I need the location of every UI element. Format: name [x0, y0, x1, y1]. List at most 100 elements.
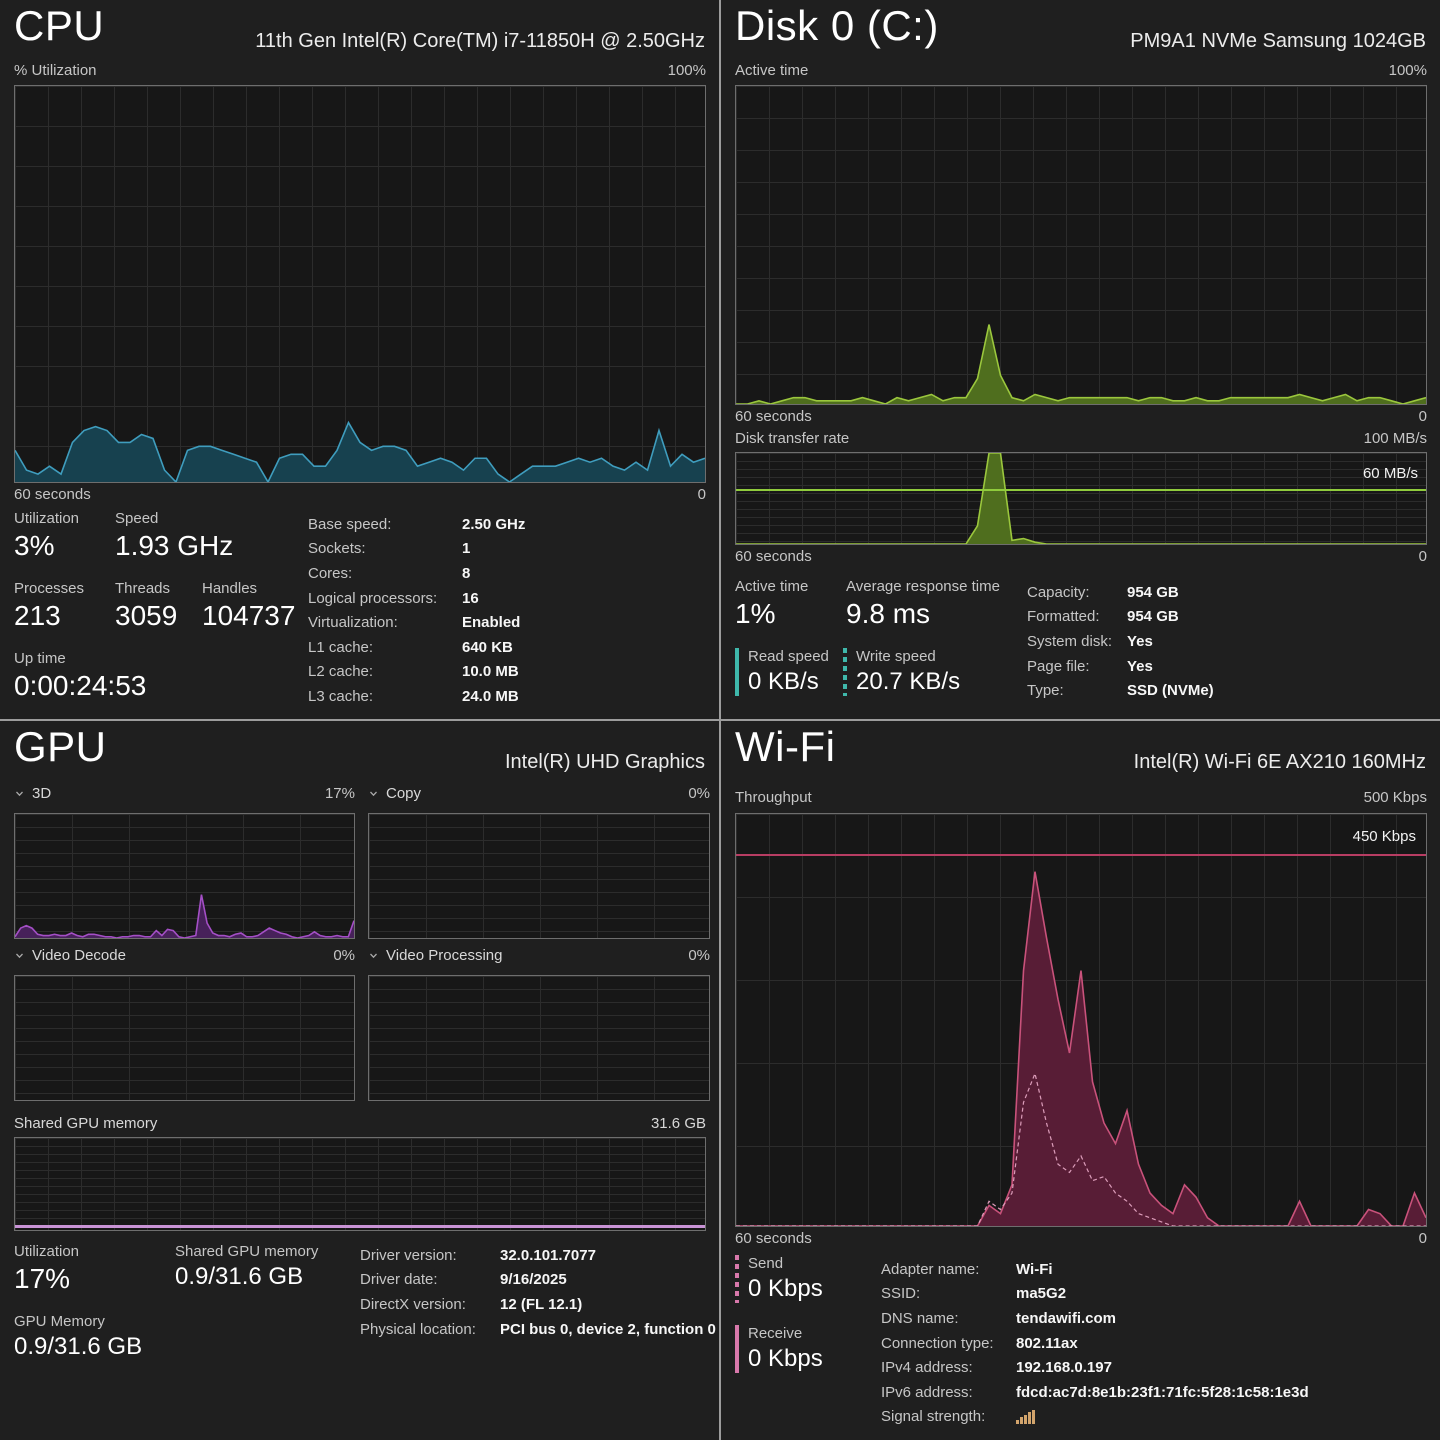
disk-60mbps-ref-label: 60 MB/s: [1362, 465, 1418, 482]
gpu-device-name: Intel(R) UHD Graphics: [504, 751, 705, 773]
spec-row: Sockets: 1: [308, 540, 471, 558]
disk-panel-title: Disk 0 (C:): [735, 2, 939, 49]
cpu-processes-stat: Processes 213: [14, 580, 85, 631]
disk-active-time-graph[interactable]: [735, 85, 1427, 405]
wifi-graph-label: Throughput: [735, 789, 812, 806]
gpu-engine-value: 17%: [324, 785, 355, 802]
gpu-spec-table: Driver version: 32.0.101.7077 Driver date…: [360, 1243, 716, 1341]
spec-row: L1 cache: 640 KB: [308, 638, 513, 656]
gpu-engine-name: 3D: [32, 785, 52, 802]
disk-device-name: PM9A1 NVMe Samsung 1024GB: [1130, 30, 1426, 52]
gpu-shared-memory-label: Shared GPU memory: [14, 1115, 158, 1132]
gpu-shared-memory-graph[interactable]: [14, 1137, 706, 1231]
spec-row: Type: SSD (NVMe): [1027, 682, 1214, 700]
disk-active-graph-header: Active time 100%: [735, 62, 1427, 79]
chevron-down-icon: [370, 791, 377, 797]
cpu-handles-stat: Handles 104737: [202, 580, 296, 631]
spec-row: System disk: Yes: [1027, 632, 1153, 650]
gpu-engine-3d-header[interactable]: 3D 17%: [14, 785, 355, 802]
wifi-graph-max: 500 Kbps: [1363, 789, 1427, 806]
spec-row: Logical processors: 16: [308, 589, 479, 607]
wifi-panel: Wi-Fi Intel(R) Wi-Fi 6E AX210 160MHz Thr…: [721, 721, 1440, 1440]
spec-row: Signal strength:: [881, 1405, 1309, 1430]
wifi-panel-title: Wi-Fi: [735, 723, 836, 770]
spec-row: L2 cache: 10.0 MB: [308, 663, 519, 681]
signal-bars-icon: [1016, 1409, 1035, 1424]
send-legend-bar: [735, 1255, 739, 1303]
gpu-3d-graph[interactable]: [14, 813, 355, 939]
disk-rate-label: Disk transfer rate: [735, 430, 850, 447]
spec-row: Virtualization: Enabled: [308, 614, 521, 632]
disk-x-left: 60 seconds: [735, 548, 812, 565]
spec-row: DNS name: tendawifi.com: [881, 1309, 1117, 1327]
spec-row: Driver version: 32.0.101.7077: [360, 1246, 596, 1264]
spec-row: SSID: ma5G2: [881, 1285, 1067, 1303]
disk-active-max: 100%: [1388, 62, 1427, 79]
chevron-down-icon: [370, 953, 377, 959]
cpu-panel-title: CPU: [14, 2, 105, 49]
cpu-spec-table: Base speed: 2.50 GHz Sockets: 1 Cores: 8 Lo…: [308, 512, 525, 709]
spec-row: Cores: 8: [308, 564, 471, 582]
cpu-graph-max: 100%: [667, 62, 706, 79]
gpu-video-processing-graph[interactable]: [368, 975, 710, 1101]
spec-row: IPv6 address: fdcd:ac7d:8e1b:23f1:71fc:5f…: [881, 1383, 1309, 1401]
cpu-x-right: 0: [697, 486, 706, 503]
gpu-engine-video-processing-header[interactable]: Video Processing 0%: [368, 947, 710, 964]
gpu-copy-graph[interactable]: [368, 813, 710, 939]
disk-x-right: 0: [1418, 548, 1427, 565]
disk-60mbps-ref-line: [736, 489, 1426, 491]
wifi-throughput-graph[interactable]: 450 Kbps: [735, 813, 1427, 1227]
disk-active-x-axis: 60 seconds 0: [735, 408, 1427, 425]
gpu-memory-stat: GPU Memory 0.9/31.6 GB: [14, 1313, 143, 1360]
cpu-panel: CPU 11th Gen Intel(R) Core(TM) i7-11850H…: [0, 0, 719, 719]
disk-response-time-stat: Average response time 9.8 ms: [846, 578, 1000, 629]
spec-row: L3 cache: 24.0 MB: [308, 687, 519, 705]
spec-row: IPv4 address: 192.168.0.197: [881, 1359, 1112, 1377]
disk-transfer-rate-graph[interactable]: 60 MB/s: [735, 452, 1427, 545]
disk-rate-graph-header: Disk transfer rate 100 MB/s: [735, 430, 1427, 447]
chevron-down-icon: [16, 953, 23, 959]
wifi-450kbps-ref-line: [736, 854, 1426, 856]
gpu-shared-memory-header: Shared GPU memory 31.6 GB: [14, 1115, 706, 1132]
gpu-engine-value: 0%: [688, 785, 710, 802]
gpu-engine-name: Video Processing: [386, 947, 503, 964]
disk-read-speed-stat: Read speed 0 KB/s: [735, 648, 829, 696]
gpu-utilization-stat: Utilization 17%: [14, 1243, 80, 1294]
spec-row: Physical location: PCI bus 0, device 2, f…: [360, 1320, 716, 1338]
cpu-x-left: 60 seconds: [14, 486, 91, 503]
disk-x-left: 60 seconds: [735, 408, 812, 425]
cpu-threads-stat: Threads 3059: [115, 580, 178, 631]
cpu-device-name: 11th Gen Intel(R) Core(TM) i7-11850H @ 2…: [255, 30, 705, 52]
wifi-receive-stat: Receive 0 Kbps: [735, 1325, 823, 1373]
disk-x-right: 0: [1418, 408, 1427, 425]
disk-rate-x-axis: 60 seconds 0: [735, 548, 1427, 565]
disk-rate-max: 100 MB/s: [1363, 430, 1427, 447]
gpu-engine-video-decode-header[interactable]: Video Decode 0%: [14, 947, 355, 964]
gpu-video-decode-graph[interactable]: [14, 975, 355, 1101]
panel-divider-horizontal: [0, 719, 1440, 721]
gpu-engine-value: 0%: [688, 947, 710, 964]
cpu-utilization-graph[interactable]: [14, 85, 706, 483]
cpu-graph-x-axis: 60 seconds 0: [14, 486, 706, 503]
spec-row: Formatted: 954 GB: [1027, 608, 1179, 626]
cpu-graph-header: % Utilization 100%: [14, 62, 706, 79]
spec-row: Driver date: 9/16/2025: [360, 1271, 567, 1289]
cpu-utilization-stat: Utilization 3%: [14, 510, 80, 561]
spec-row: Connection type: 802.11ax: [881, 1334, 1078, 1352]
wifi-x-left: 60 seconds: [735, 1230, 812, 1247]
disk-active-label: Active time: [735, 62, 809, 79]
chevron-down-icon: [16, 791, 23, 797]
wifi-graph-header: Throughput 500 Kbps: [735, 789, 1427, 806]
gpu-engine-copy-header[interactable]: Copy 0%: [368, 785, 710, 802]
wifi-device-name: Intel(R) Wi-Fi 6E AX210 160MHz: [1133, 751, 1426, 773]
gpu-shared-memory-usage-line: [15, 1225, 705, 1228]
wifi-x-right: 0: [1418, 1230, 1427, 1247]
cpu-speed-stat: Speed 1.93 GHz: [115, 510, 234, 561]
read-speed-legend-bar: [735, 648, 739, 696]
wifi-450kbps-ref-label: 450 Kbps: [1352, 828, 1416, 845]
disk-active-time-stat: Active time 1%: [735, 578, 809, 629]
spec-row: Base speed: 2.50 GHz: [308, 515, 526, 533]
disk-spec-table: Capacity: 954 GB Formatted: 954 GB System …: [1027, 580, 1214, 703]
wifi-x-axis: 60 seconds 0: [735, 1230, 1427, 1247]
